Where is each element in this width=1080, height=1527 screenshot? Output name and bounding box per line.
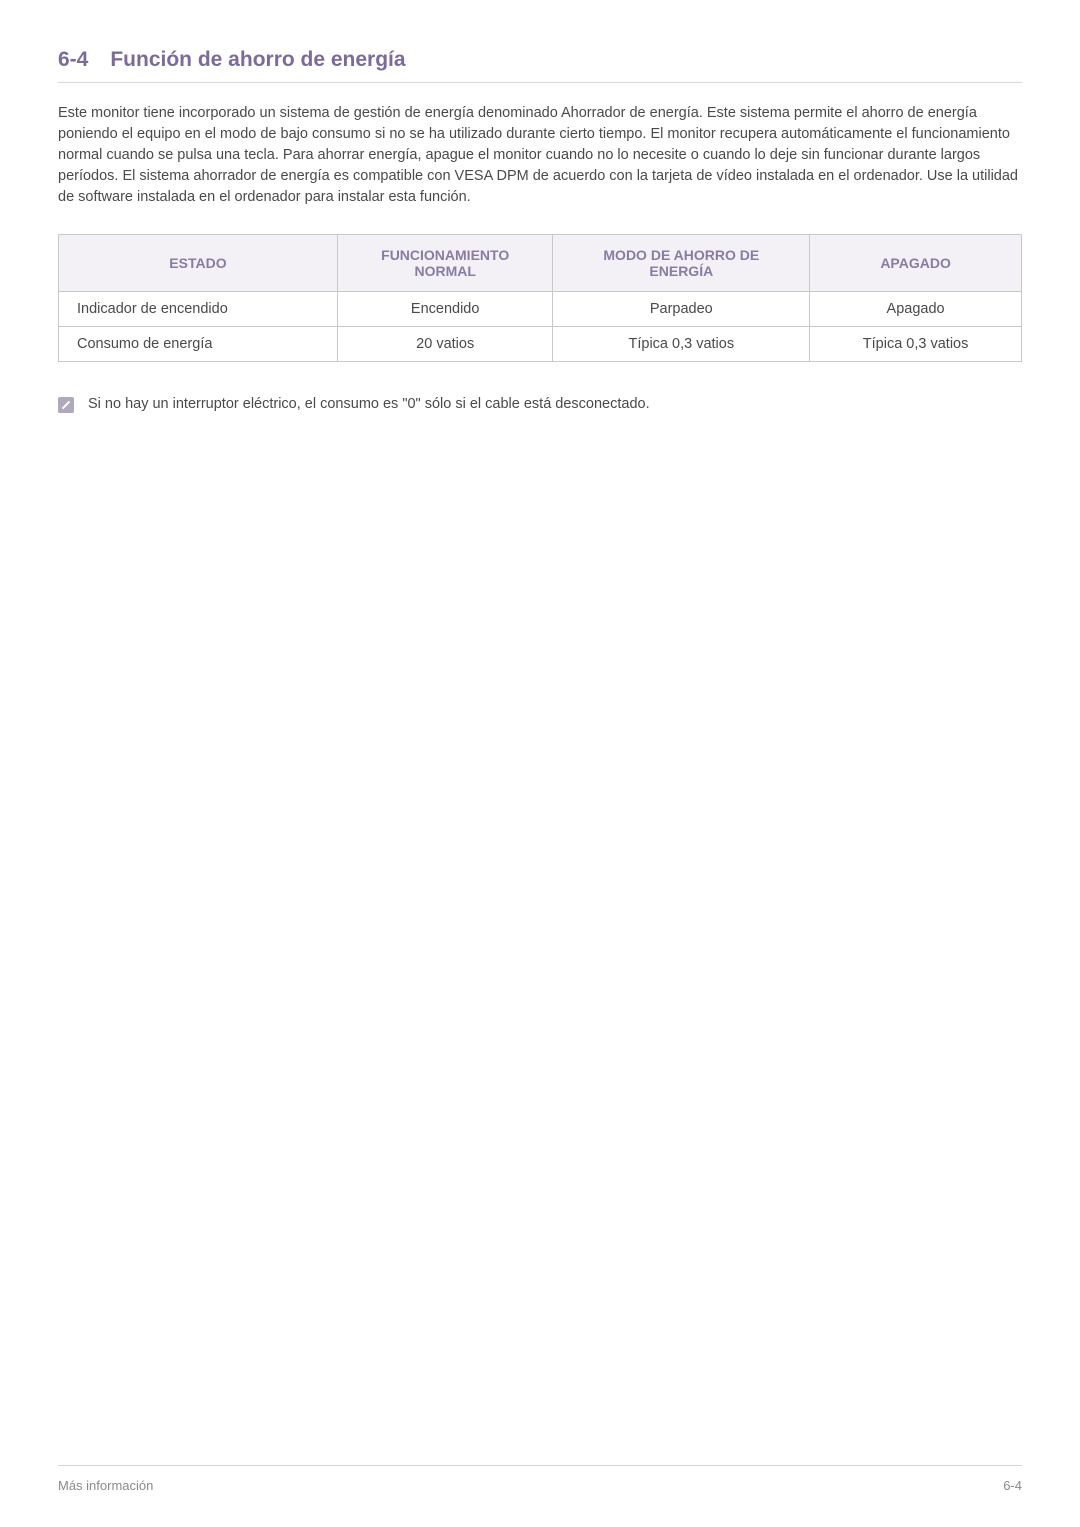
section-title: Función de ahorro de energía: [110, 48, 405, 72]
cell-r1c0: Consumo de energía: [59, 327, 338, 362]
intro-paragraph: Este monitor tiene incorporado un sistem…: [58, 103, 1022, 208]
cell-r0c3: Apagado: [810, 292, 1022, 327]
section-number: 6-4: [58, 48, 88, 72]
footer-right: 6-4: [1003, 1478, 1022, 1493]
th-ahorro-line1: MODO DE AHORRO DE: [603, 247, 759, 263]
cell-r0c2: Parpadeo: [553, 292, 810, 327]
footer-left: Más información: [58, 1478, 153, 1493]
th-ahorro: MODO DE AHORRO DE ENERGÍA: [553, 235, 810, 292]
th-ahorro-line2: ENERGÍA: [649, 263, 713, 279]
table-row: Consumo de energía 20 vatios Típica 0,3 …: [59, 327, 1022, 362]
cell-r1c3: Típica 0,3 vatios: [810, 327, 1022, 362]
th-func-line2: NORMAL: [414, 263, 475, 279]
note-text: Si no hay un interruptor eléctrico, el c…: [88, 396, 650, 412]
th-apagado: APAGADO: [810, 235, 1022, 292]
section-heading: 6-4 Función de ahorro de energía: [58, 48, 1022, 83]
note: Si no hay un interruptor eléctrico, el c…: [58, 396, 1022, 413]
power-table: ESTADO FUNCIONAMIENTO NORMAL MODO DE AHO…: [58, 234, 1022, 362]
cell-r1c1: 20 vatios: [337, 327, 553, 362]
th-func-line1: FUNCIONAMIENTO: [381, 247, 509, 263]
note-icon: [58, 397, 74, 413]
cell-r1c2: Típica 0,3 vatios: [553, 327, 810, 362]
cell-r0c1: Encendido: [337, 292, 553, 327]
page-footer: Más información 6-4: [58, 1465, 1022, 1493]
table-row: Indicador de encendido Encendido Parpade…: [59, 292, 1022, 327]
th-estado: ESTADO: [59, 235, 338, 292]
page: 6-4 Función de ahorro de energía Este mo…: [0, 0, 1080, 413]
th-funcionamiento: FUNCIONAMIENTO NORMAL: [337, 235, 553, 292]
table-header-row: ESTADO FUNCIONAMIENTO NORMAL MODO DE AHO…: [59, 235, 1022, 292]
cell-r0c0: Indicador de encendido: [59, 292, 338, 327]
